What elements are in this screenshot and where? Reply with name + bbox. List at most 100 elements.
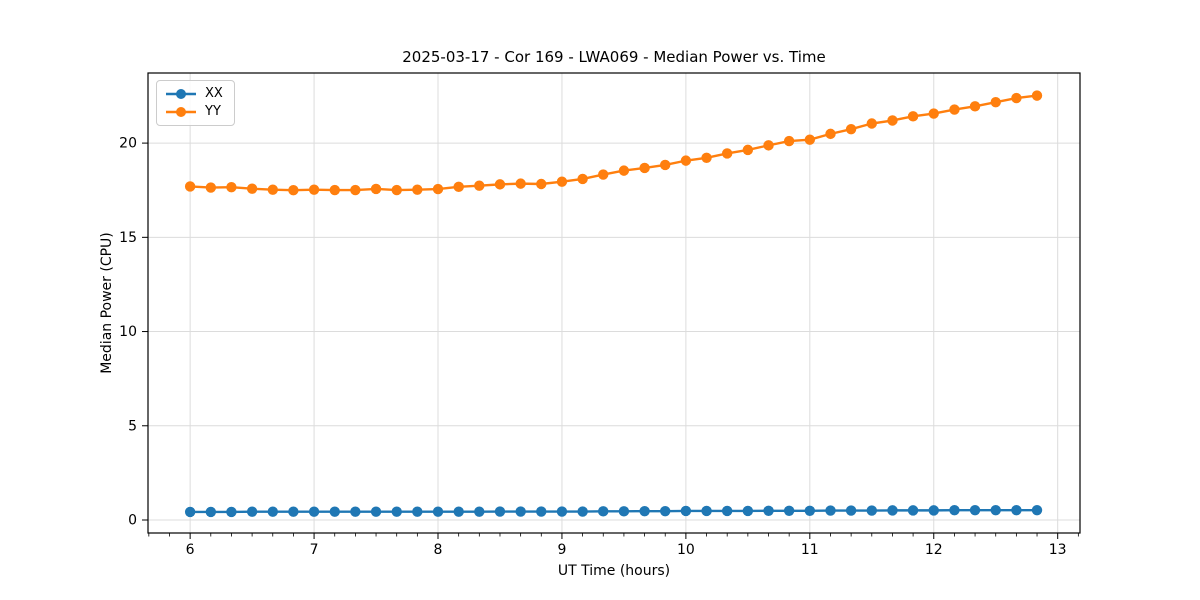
series-marker-xx xyxy=(515,506,526,517)
legend-item-yy: YY xyxy=(165,105,223,119)
series-marker-xx xyxy=(1011,504,1022,516)
series-marker-xx xyxy=(432,506,444,517)
x-tick-label: 11 xyxy=(801,542,819,558)
series-marker-xx xyxy=(990,504,1001,516)
series-marker-xx xyxy=(721,505,733,517)
series-marker-xx xyxy=(350,506,361,517)
series-marker-xx xyxy=(659,505,671,517)
series-marker-yy xyxy=(391,184,402,196)
legend: XX YY xyxy=(156,80,235,126)
series-marker-yy xyxy=(825,128,836,140)
series-marker-yy xyxy=(659,159,671,171)
legend-item-xx: XX xyxy=(165,87,223,101)
y-tick-label: 20 xyxy=(119,136,137,152)
y-tick-label: 5 xyxy=(128,418,137,434)
series-marker-xx xyxy=(494,506,506,517)
series-marker-yy xyxy=(536,178,547,190)
series-marker-xx xyxy=(639,505,650,517)
series-marker-yy xyxy=(763,140,774,151)
series-marker-xx xyxy=(763,505,774,516)
series-marker-xx xyxy=(949,504,960,516)
series-marker-yy xyxy=(350,184,361,196)
series-marker-xx xyxy=(680,505,692,517)
series-marker-xx xyxy=(246,506,258,517)
series-marker-xx xyxy=(928,505,939,516)
series-marker-xx xyxy=(907,505,919,516)
series-marker-yy xyxy=(370,183,382,195)
x-tick-label: 8 xyxy=(434,542,443,558)
series-marker-xx xyxy=(226,506,237,518)
series-marker-yy xyxy=(618,165,630,176)
series-marker-yy xyxy=(680,155,692,166)
series-marker-yy xyxy=(1011,92,1022,104)
series-marker-yy xyxy=(907,111,919,122)
series-marker-yy xyxy=(721,148,733,159)
series-marker-xx xyxy=(969,504,981,516)
series-marker-xx xyxy=(453,506,464,517)
series-marker-yy xyxy=(577,173,588,185)
series-marker-yy xyxy=(701,152,712,164)
series-marker-xx xyxy=(205,506,217,518)
series-marker-xx xyxy=(845,505,857,516)
x-tick-label: 7 xyxy=(310,542,319,558)
series-marker-yy xyxy=(1031,90,1043,101)
series-marker-xx xyxy=(825,505,836,516)
series-marker-xx xyxy=(536,506,547,517)
x-tick-label: 9 xyxy=(557,542,566,558)
series-marker-yy xyxy=(246,183,258,194)
series-marker-yy xyxy=(494,179,506,190)
series-marker-xx xyxy=(701,505,712,517)
series-marker-yy xyxy=(866,118,877,129)
series-marker-xx xyxy=(783,505,795,516)
series-marker-xx xyxy=(1031,504,1043,516)
series-marker-yy xyxy=(598,169,609,180)
series-marker-yy xyxy=(783,135,795,147)
axes-frame xyxy=(147,72,1081,534)
yy-line-sample-icon xyxy=(166,107,196,117)
series-marker-yy xyxy=(226,181,237,193)
x-tick-label: 13 xyxy=(1049,542,1067,558)
series-marker-xx xyxy=(618,506,630,517)
x-tick-label: 12 xyxy=(925,542,943,558)
series-marker-xx xyxy=(577,506,588,517)
series-marker-yy xyxy=(969,101,981,112)
series-marker-yy xyxy=(639,162,650,174)
series-marker-yy xyxy=(742,144,754,156)
series-marker-xx xyxy=(866,505,877,516)
chart-title: 2025-03-17 - Cor 169 - LWA069 - Median P… xyxy=(402,48,826,66)
series-marker-yy xyxy=(329,184,340,196)
series-marker-xx xyxy=(288,506,299,517)
series-marker-yy xyxy=(205,182,217,193)
series-marker-yy xyxy=(267,184,279,195)
series-marker-xx xyxy=(474,506,485,517)
series-marker-xx xyxy=(329,506,340,517)
series-marker-yy xyxy=(412,184,423,195)
series-marker-yy xyxy=(845,123,857,135)
xx-line-sample-icon xyxy=(166,89,196,99)
series-marker-yy xyxy=(515,178,526,189)
x-axis-label: UT Time (hours) xyxy=(557,563,671,579)
series-marker-yy xyxy=(928,108,939,119)
legend-label-yy: YY xyxy=(205,104,221,119)
series-marker-xx xyxy=(887,505,898,516)
series-marker-yy xyxy=(474,180,485,191)
series-marker-yy xyxy=(556,176,568,187)
x-tick-label: 6 xyxy=(186,542,195,558)
x-tick-label: 10 xyxy=(677,542,695,558)
series-marker-yy xyxy=(453,181,464,193)
series-marker-xx xyxy=(556,506,568,517)
series-marker-xx xyxy=(184,506,196,518)
y-axis-label: Median Power (CPU) xyxy=(99,232,115,374)
y-tick-label: 15 xyxy=(119,230,137,246)
series-marker-yy xyxy=(308,184,320,195)
series-marker-xx xyxy=(804,505,816,516)
series-marker-yy xyxy=(949,104,960,115)
series-marker-xx xyxy=(267,506,279,517)
series-marker-yy xyxy=(887,115,898,126)
series-marker-yy xyxy=(288,185,299,196)
series-marker-yy xyxy=(432,183,444,195)
y-tick-label: 0 xyxy=(128,512,137,528)
series-marker-xx xyxy=(370,506,382,517)
